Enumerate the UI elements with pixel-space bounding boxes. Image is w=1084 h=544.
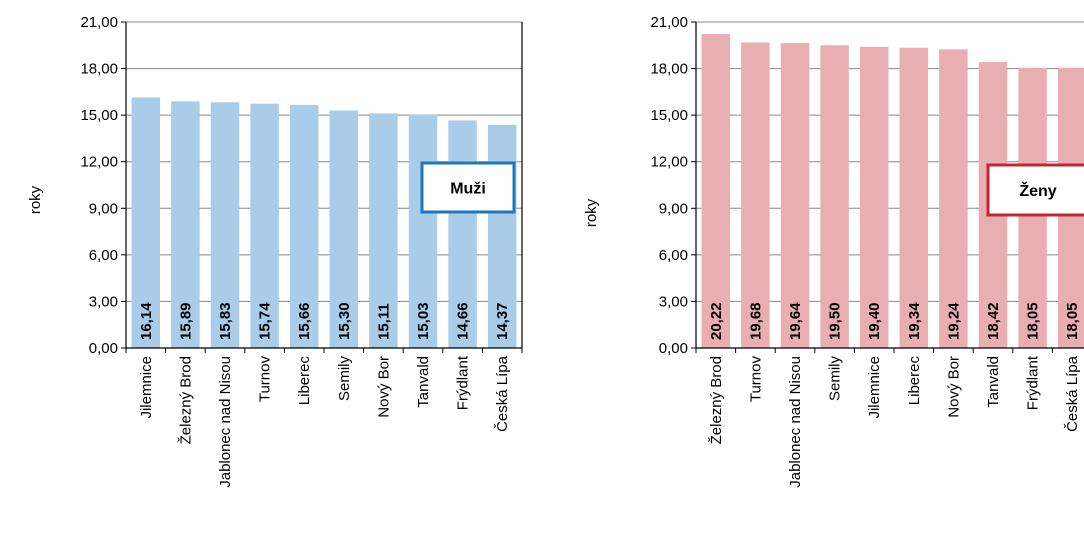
bar [899, 47, 929, 348]
x-tick-label: Jablonec nad Nisou [787, 356, 804, 488]
x-tick-label: Železný Brod [708, 356, 725, 444]
x-tick-label: Turnov [747, 356, 764, 403]
data-label: 19,40 [866, 302, 883, 340]
bar [131, 97, 161, 349]
bar [939, 49, 968, 349]
x-tick-label: Nový Bor [375, 356, 392, 418]
x-tick-label: Železný Brod [177, 356, 194, 444]
data-label: 15,89 [177, 302, 194, 340]
bar [329, 110, 359, 348]
bar [369, 113, 398, 348]
x-tick-label: Jablonec nad Nisou [217, 356, 234, 488]
bar [820, 45, 849, 349]
y-tick-label: 21,00 [80, 14, 118, 31]
bar [859, 46, 889, 348]
data-label: 19,50 [827, 302, 844, 340]
x-tick-label: Semily [336, 356, 353, 402]
y-tick-label: 18,00 [650, 61, 688, 78]
y-tick-label: 0,00 [89, 340, 118, 357]
y-tick-label: 3,00 [659, 293, 688, 310]
x-tick-label: Tanvald [985, 356, 1002, 408]
x-tick-label: Liberec [296, 356, 313, 406]
y-tick-label: 12,00 [80, 154, 118, 171]
series-badge-box [986, 163, 1084, 217]
y-axis-label: roky [583, 198, 600, 227]
x-tick-label: Jilemnice [866, 356, 883, 419]
x-tick-label: Jilemnice [138, 356, 155, 419]
y-axis-label: roky [27, 185, 44, 214]
data-label: 19,64 [787, 302, 804, 340]
data-label: 15,66 [296, 302, 313, 340]
data-label: 15,83 [217, 302, 234, 340]
y-tick-label: 0,00 [659, 340, 688, 357]
x-tick-label: Nový Bor [945, 356, 962, 418]
chart-panel-women: 0,00 3,00 6,00 9,00 12,00 15,00 18,00 21,00 20,2… [583, 14, 1084, 488]
bar [171, 101, 200, 349]
x-tick-label: Liberec [906, 356, 923, 406]
y-tick-label: 12,00 [650, 154, 688, 171]
y-tick-label: 21,00 [650, 14, 688, 31]
series-badge-label: Muži [450, 181, 486, 198]
data-label: 18,05 [1025, 302, 1042, 340]
bar [250, 103, 279, 348]
data-label: 15,03 [415, 302, 432, 340]
data-label: 14,66 [455, 302, 472, 340]
bar [210, 102, 240, 349]
data-label: 16,14 [138, 302, 155, 340]
data-label: 19,24 [945, 302, 962, 340]
data-label: 19,68 [747, 302, 764, 340]
bar [448, 120, 477, 348]
y-tick-label: 6,00 [89, 247, 118, 264]
x-tick-label: Tanvald [415, 356, 432, 408]
series-badge-label: Ženy [1019, 181, 1056, 200]
data-label: 15,74 [257, 302, 274, 340]
data-label: 19,34 [906, 302, 923, 340]
data-label: 15,30 [336, 302, 353, 340]
bar [701, 34, 731, 348]
x-tick-label: Turnov [257, 356, 274, 403]
x-tick-label: Frýdlant [1025, 355, 1042, 410]
y-tick-label: 3,00 [89, 293, 118, 310]
bar [741, 42, 770, 349]
y-tick-label: 9,00 [659, 200, 688, 217]
x-tick-label: Frýdlant [455, 355, 472, 410]
series-badge-box [420, 161, 516, 214]
x-tick-label: Semily [827, 356, 844, 402]
y-tick-label: 6,00 [659, 247, 688, 264]
x-tick-label: Česká Lípa [1064, 355, 1081, 432]
y-tick-label: 15,00 [80, 107, 118, 124]
y-tick-label: 18,00 [80, 61, 118, 78]
bar [408, 114, 438, 348]
y-tick-label: 9,00 [89, 200, 118, 217]
data-label: 15,11 [375, 303, 392, 340]
data-label: 14,37 [494, 302, 511, 340]
y-tick-label: 15,00 [650, 107, 688, 124]
chart-panel-men: 0,00 3,00 6,00 9,00 12,00 15,00 18,00 21,00 16,1… [27, 14, 523, 488]
data-label: 18,05 [1064, 302, 1081, 340]
data-label: 20,22 [708, 302, 725, 340]
bar [780, 43, 810, 349]
bar [289, 104, 319, 348]
x-tick-label: Česká Lípa [494, 355, 511, 432]
data-label: 18,42 [985, 302, 1002, 340]
